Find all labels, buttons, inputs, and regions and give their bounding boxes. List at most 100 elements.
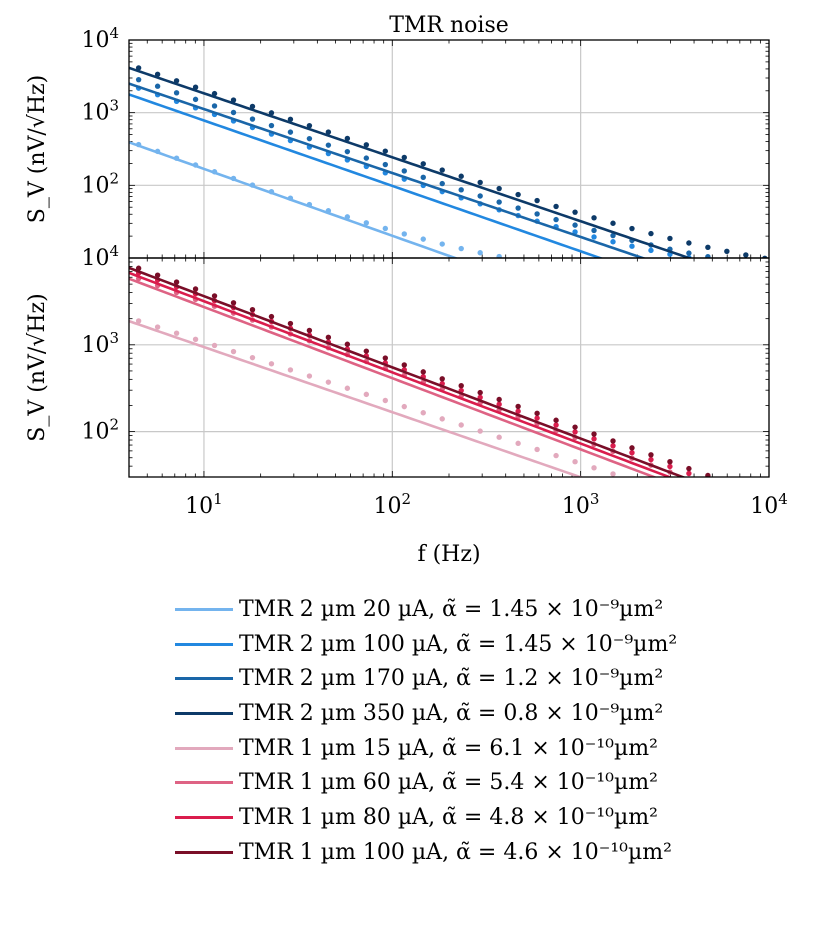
data-point	[572, 209, 578, 215]
data-point	[230, 175, 237, 182]
data-point	[610, 220, 616, 226]
data-point	[648, 452, 654, 458]
data-point	[724, 261, 729, 266]
series-line-3	[129, 82, 647, 258]
x-axis-label: f (Hz)	[417, 542, 480, 567]
data-point	[572, 222, 578, 228]
legend-label: TMR 2 µm 20 µA, α̃ = 1.45 × 10⁻⁹µm²	[239, 596, 664, 622]
x-tick-label: 103	[562, 490, 600, 519]
data-point	[553, 263, 558, 268]
data-point	[401, 231, 407, 237]
data-point	[325, 142, 332, 148]
data-point	[154, 272, 161, 278]
data-point	[173, 155, 180, 161]
series-line-4	[129, 266, 687, 477]
data-point	[743, 263, 748, 268]
data-point	[344, 385, 351, 391]
data-point	[363, 155, 370, 161]
data-point	[306, 135, 313, 142]
data-point	[743, 497, 748, 502]
data-point	[287, 116, 294, 122]
legend-item: TMR 2 µm 100 µA, α̃ = 1.45 × 10⁻⁹µm²	[175, 627, 677, 662]
data-point	[743, 514, 748, 519]
data-point	[572, 265, 577, 270]
data-point	[762, 263, 767, 268]
data-point	[572, 424, 578, 430]
data-point	[629, 225, 635, 232]
data-point	[135, 65, 142, 71]
data-point	[705, 254, 711, 258]
data-point	[173, 78, 180, 84]
data-point	[667, 273, 672, 278]
data-point	[420, 410, 426, 416]
data-point	[496, 199, 502, 205]
data-point	[610, 471, 616, 477]
data-point	[591, 431, 597, 437]
data-point	[572, 459, 578, 465]
data-point	[705, 502, 710, 507]
data-point	[686, 496, 691, 501]
data-point	[648, 484, 653, 489]
series-line-2	[129, 93, 604, 258]
legend-item: TMR 2 µm 170 µA, α̃ = 1.2 × 10⁻⁹µm²	[175, 661, 677, 696]
data-point	[325, 208, 332, 214]
data-point	[477, 193, 483, 199]
data-point	[382, 161, 389, 168]
data-point	[477, 250, 483, 256]
data-point	[705, 258, 710, 263]
data-point	[553, 203, 559, 210]
legend-label: TMR 1 µm 100 µA, α̃ = 4.6 × 10⁻¹⁰µm²	[239, 839, 672, 865]
legend-swatch	[175, 746, 233, 750]
data-point	[211, 342, 218, 349]
y-axis-label: S_V (nV/√Hz)	[25, 293, 50, 441]
data-point	[382, 355, 389, 361]
data-point	[515, 403, 521, 410]
data-point	[477, 389, 483, 396]
data-point	[287, 195, 294, 201]
data-point	[629, 243, 635, 249]
data-point	[591, 215, 597, 221]
data-point	[306, 122, 313, 129]
y-tick-label: 102	[81, 169, 119, 198]
data-point	[249, 354, 256, 361]
data-point	[743, 252, 749, 258]
series-line-2	[129, 277, 658, 477]
data-point	[686, 240, 692, 246]
data-point	[705, 478, 710, 483]
data-point	[344, 341, 351, 347]
data-point	[553, 422, 559, 428]
data-point	[724, 480, 729, 485]
data-point	[458, 383, 464, 389]
data-point	[515, 205, 521, 211]
data-point	[211, 103, 218, 109]
data-point	[629, 449, 635, 456]
data-point	[249, 116, 256, 122]
data-point	[382, 148, 389, 154]
data-point	[458, 422, 464, 428]
data-point	[515, 440, 521, 447]
data-point	[325, 129, 332, 135]
data-point	[515, 191, 521, 198]
data-point	[230, 109, 237, 116]
data-point	[686, 250, 692, 256]
data-point	[648, 247, 654, 254]
legend-label: TMR 2 µm 170 µA, α̃ = 1.2 × 10⁻⁹µm²	[239, 666, 664, 692]
data-point	[154, 71, 161, 78]
legend-swatch	[175, 607, 233, 611]
data-point	[629, 271, 634, 276]
data-point	[154, 148, 161, 155]
legend-swatch	[175, 711, 233, 715]
data-point	[610, 443, 616, 449]
legend-label: TMR 1 µm 15 µA, α̃ = 6.1 × 10⁻¹⁰µm²	[239, 735, 658, 761]
data-point	[629, 445, 635, 451]
y-axis-label: S_V (nV/√Hz)	[25, 75, 50, 223]
data-point	[743, 275, 748, 280]
series-line-1	[129, 319, 584, 477]
data-point	[173, 279, 180, 285]
data-point	[724, 508, 729, 513]
data-point	[306, 327, 313, 334]
data-point	[553, 452, 559, 459]
series-group	[129, 265, 748, 519]
data-point	[420, 174, 426, 180]
data-point	[610, 239, 616, 245]
